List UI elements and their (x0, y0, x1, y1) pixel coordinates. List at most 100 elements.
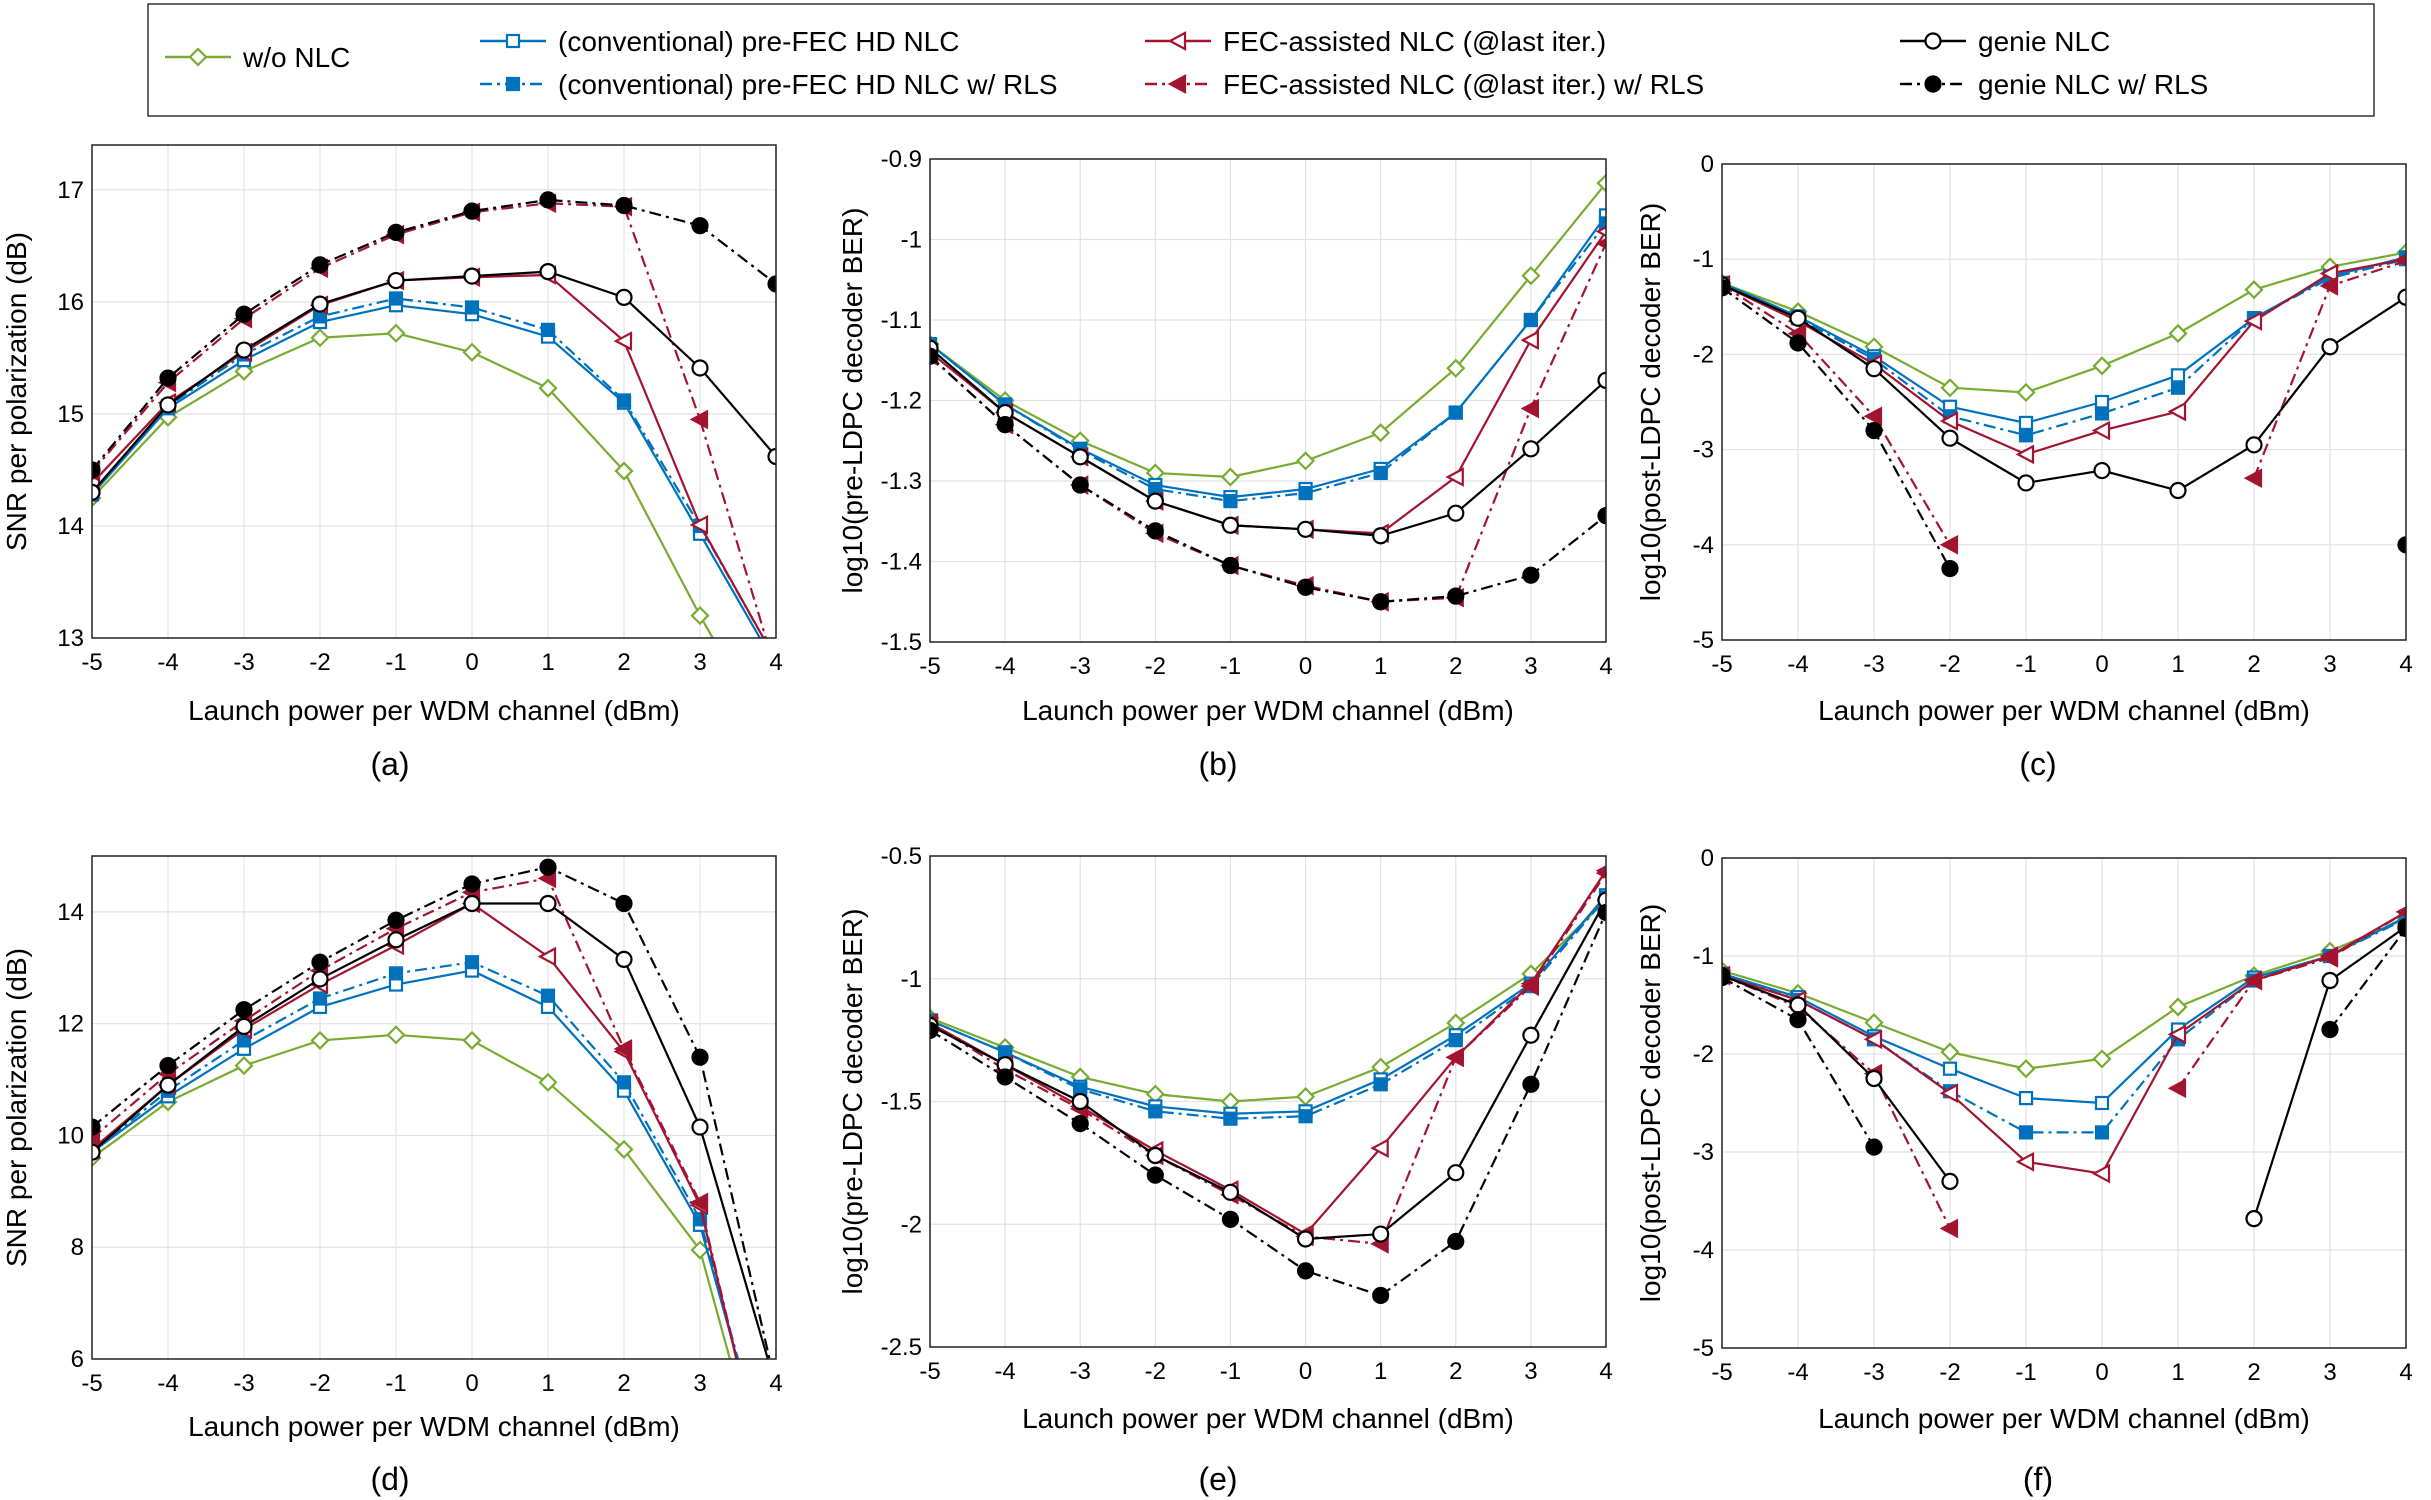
data-point (311, 256, 329, 274)
data-point (1597, 371, 1606, 389)
x-tick-label: 1 (541, 649, 554, 676)
data-point (538, 378, 558, 398)
data-point (1296, 1262, 1315, 1280)
data-point (1298, 485, 1313, 501)
x-tick-label: -2 (1939, 1359, 1960, 1386)
y-tick-label: -1.4 (881, 549, 922, 576)
x-tick-label: -4 (157, 1370, 178, 1397)
x-tick-label: -3 (1863, 651, 1884, 678)
y-tick-label: -4 (1693, 1237, 1714, 1264)
data-point (996, 1068, 1014, 1086)
data-point (2169, 481, 2187, 500)
y-axis-label: SNR per polarization (dB) (1, 232, 32, 551)
series-genie (930, 339, 1606, 545)
data-point (1445, 467, 1464, 487)
y-tick-label: 16 (57, 289, 84, 316)
x-tick-label: -4 (994, 1358, 1015, 1385)
x-axis-label: Launch power per WDM channel (dBm) (188, 1411, 680, 1442)
data-point (1296, 578, 1315, 596)
data-point (234, 1056, 254, 1076)
x-tick-label: -2 (1145, 1358, 1166, 1385)
series-line (930, 897, 1606, 1120)
x-tick-label: -3 (1070, 653, 1091, 680)
x-tick-label: -5 (919, 1358, 940, 1385)
data-point (2170, 380, 2186, 395)
legend-entry-genie_rls: genie NLC w/ RLS (1900, 69, 2208, 100)
data-point (2091, 1163, 2111, 1184)
legend-entry-genie: genie NLC (1900, 26, 2110, 57)
x-tick-label: 3 (2323, 1359, 2336, 1386)
data-point (235, 341, 253, 359)
data-point (1522, 566, 1540, 584)
data-point (387, 271, 405, 290)
data-point (310, 1030, 330, 1050)
x-tick-label: -4 (1787, 651, 1808, 678)
axes-frame (1721, 857, 2407, 1349)
data-point (539, 894, 557, 913)
data-point (2091, 420, 2111, 441)
data-point (537, 946, 557, 967)
x-axis-label: Launch power per WDM channel (dBm) (1022, 1403, 1514, 1434)
series-line (1722, 286, 1951, 570)
data-point (463, 202, 481, 220)
series-line (1722, 251, 2406, 394)
data-point (1223, 1111, 1238, 1126)
data-point (462, 342, 482, 362)
data-point (614, 461, 634, 481)
data-point (691, 1118, 709, 1136)
x-axis-label: Launch power per WDM channel (dBm) (1022, 695, 1514, 726)
series-line (1722, 910, 2406, 1175)
data-point (2243, 970, 2263, 991)
x-tick-label: 3 (1524, 653, 1537, 680)
x-tick-label: 1 (1374, 653, 1387, 680)
series-line (92, 202, 768, 638)
data-point (1372, 1225, 1390, 1243)
data-point (311, 970, 329, 988)
data-point (1447, 1232, 1465, 1251)
data-point (615, 950, 633, 968)
x-axis-label: Launch power per WDM channel (dBm) (1818, 695, 2310, 726)
data-point (2015, 1151, 2035, 1172)
data-point (1939, 411, 1959, 431)
y-tick-label: 17 (57, 177, 84, 204)
y-axis-label: log10(post-LDPC decoder BER) (1635, 203, 1666, 601)
data-point (615, 196, 633, 215)
y-tick-label: -2 (1693, 341, 1714, 368)
plot-area (92, 856, 776, 1359)
data-point (92, 483, 101, 501)
subplot-caption: (d) (370, 1461, 409, 1497)
data-point (1146, 522, 1164, 540)
series-group (92, 858, 771, 1359)
y-tick-label: -3 (1693, 437, 1714, 464)
subplot-caption: (c) (2019, 746, 2056, 782)
data-point (2244, 280, 2264, 300)
data-point (92, 1143, 101, 1161)
y-tick-label: -2 (1693, 1041, 1714, 1068)
series-line (930, 355, 1606, 603)
y-tick-label: 14 (57, 513, 84, 540)
data-point (1221, 1210, 1240, 1228)
data-point (1940, 378, 1960, 398)
data-point (1298, 1109, 1313, 1124)
x-tick-label: 2 (617, 1370, 630, 1397)
x-tick-label: 4 (1599, 1358, 1612, 1385)
data-point (689, 1192, 709, 1213)
y-tick-label: -3 (1693, 1139, 1714, 1166)
axes-frame (91, 855, 777, 1360)
x-axis-label: Launch power per WDM channel (dBm) (1818, 1403, 2310, 1434)
data-point (159, 396, 177, 414)
data-point (2094, 1125, 2110, 1140)
data-point (1447, 1164, 1465, 1182)
x-tick-label: -1 (2015, 1359, 2036, 1386)
data-point (1597, 891, 1606, 909)
data-point (388, 966, 404, 981)
data-point (613, 331, 633, 351)
x-tick-label: 1 (2171, 1359, 2184, 1386)
data-point (2018, 1090, 2034, 1106)
x-tick-label: -2 (309, 649, 330, 676)
x-tick-label: 4 (1599, 653, 1612, 680)
data-point (1221, 1183, 1240, 1201)
data-point (1146, 492, 1164, 510)
data-point (234, 361, 254, 381)
